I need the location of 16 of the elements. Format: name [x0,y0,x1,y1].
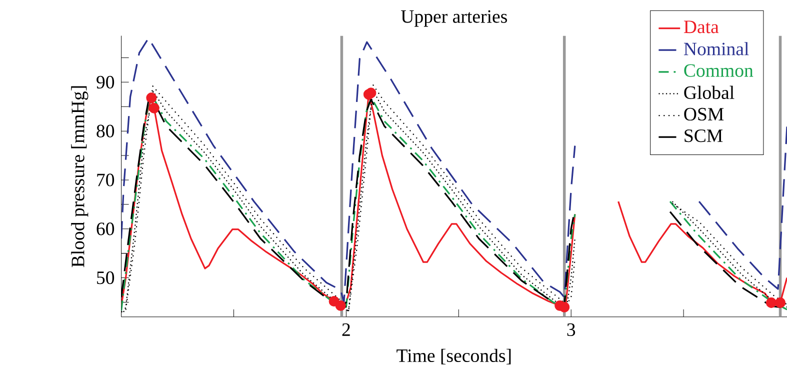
y-axis-title: Blood pressure [mmHg] [71,86,88,268]
legend-label: Global [684,86,734,99]
x-tick-label: 2 [342,323,350,336]
y-tick-label: 50 [97,271,114,284]
legend-label: OSM [684,108,724,121]
y-tick-label: 60 [96,222,114,236]
legend-label: Common [684,64,754,77]
chart-title: Upper arteries [401,10,507,27]
legend-label: Data [684,20,719,34]
y-tick-label: 80 [96,124,114,138]
y-tick-label: 90 [96,76,114,89]
x-axis-title: Time [seconds] [396,348,511,364]
legend-label: SCM [684,129,723,142]
x-tick-label: 3 [567,323,576,336]
y-tick-label: 70 [97,174,114,186]
legend-label: Nominal [684,42,749,56]
